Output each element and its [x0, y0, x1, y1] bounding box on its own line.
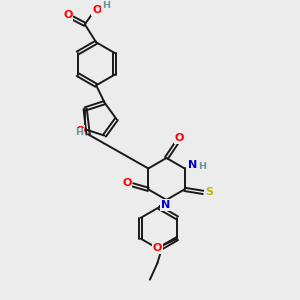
Text: N: N: [161, 200, 170, 210]
Text: O: O: [92, 5, 101, 15]
Text: O: O: [122, 178, 131, 188]
Text: O: O: [75, 126, 85, 136]
Text: O: O: [63, 11, 73, 20]
Text: O: O: [153, 243, 162, 253]
Text: S: S: [206, 188, 214, 197]
Text: H: H: [102, 1, 110, 10]
Text: N: N: [188, 160, 198, 170]
Text: O: O: [175, 133, 184, 143]
Text: H: H: [75, 128, 83, 137]
Text: H: H: [199, 163, 206, 172]
